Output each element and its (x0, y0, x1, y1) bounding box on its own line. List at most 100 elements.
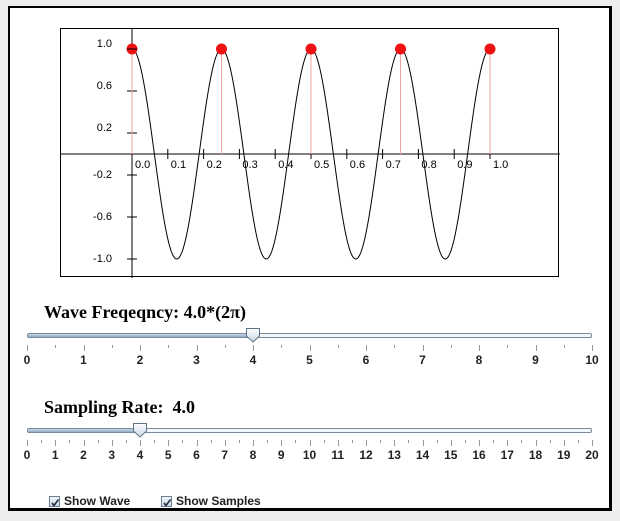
slider-tick-label: 14 (415, 448, 430, 462)
minor-tick (168, 345, 169, 348)
sampling-rate-label: Sampling Rate: 4.0 (44, 397, 196, 417)
wave-plot: 1.0 0.6 0.2 -0.2 -0.6 -1.0 0.0 0.1 0.2 0.3 0.4 0.5 0… (60, 28, 560, 278)
major-tick (253, 345, 254, 351)
minor-tick (182, 440, 183, 443)
slider-tick-label: 3 (193, 353, 200, 367)
major-tick (140, 345, 141, 351)
major-tick (536, 440, 537, 446)
major-tick (197, 440, 198, 446)
x-tick-label: 0.9 (457, 159, 472, 171)
slider-track[interactable] (27, 428, 592, 433)
major-tick (507, 440, 508, 446)
major-tick (366, 345, 367, 351)
minor-tick (239, 440, 240, 443)
slider-tick-label: 0 (23, 353, 31, 367)
minor-tick (578, 440, 579, 443)
major-tick (479, 345, 480, 351)
slider-tick-label: 9 (277, 448, 285, 462)
major-tick (423, 345, 424, 351)
major-tick (27, 345, 28, 351)
minor-tick (493, 440, 494, 443)
major-tick (55, 440, 56, 446)
slider-tick-label: 2 (80, 448, 87, 462)
major-tick (168, 440, 169, 446)
minor-tick (380, 440, 381, 443)
slider-tick-label: 12 (359, 448, 373, 462)
slider-tick-label: 20 (585, 448, 599, 462)
slider-tick-label: 16 (472, 448, 486, 462)
show-wave-checkbox[interactable]: Show Wave (49, 494, 130, 508)
minor-tick (352, 440, 353, 443)
major-tick (310, 345, 311, 351)
minor-tick (451, 345, 452, 348)
major-tick (564, 440, 565, 446)
major-tick (27, 440, 28, 446)
sample-point (484, 43, 496, 55)
y-tick-label: -0.6 (93, 211, 112, 223)
sample-point (216, 43, 227, 55)
major-tick (423, 440, 424, 446)
major-tick (112, 440, 113, 446)
show-wave-label: Show Wave (64, 494, 131, 508)
y-tick-label: 1.0 (97, 38, 112, 50)
minor-tick (126, 440, 127, 443)
major-tick (84, 345, 85, 351)
slider-tick-label: 13 (387, 448, 401, 462)
slider-tick-label: 4 (136, 448, 144, 462)
major-tick (451, 440, 452, 446)
major-tick (253, 440, 254, 446)
show-samples-checkbox[interactable]: Show Samples (161, 494, 261, 508)
slider-tick-label: 10 (585, 353, 599, 367)
minor-tick (112, 345, 113, 348)
slider-tick-label: 9 (532, 353, 539, 367)
minor-tick (465, 440, 466, 443)
sample-point (305, 43, 317, 55)
minor-tick (394, 345, 395, 348)
y-tick-label: -1.0 (93, 253, 112, 265)
y-tick-label: 0.2 (97, 122, 112, 134)
checkbox-checked-icon[interactable] (161, 495, 172, 507)
y-tick-label: 0.6 (97, 80, 112, 92)
minor-tick (211, 440, 212, 443)
x-tick-label: 0.2 (207, 159, 222, 171)
major-tick (84, 440, 85, 446)
x-tick-label: 0.0 (135, 159, 150, 171)
slider-tick-label: 18 (528, 448, 543, 462)
slider-track-fill (28, 429, 141, 432)
x-tick-label: 0.6 (350, 159, 365, 171)
minor-tick (338, 345, 339, 348)
slider-tick-label: 7 (419, 353, 426, 367)
slider-tick-label: 19 (557, 448, 571, 462)
minor-tick (55, 345, 56, 348)
sample-point (395, 43, 406, 55)
slider-tick-label: 17 (500, 448, 514, 462)
slider-tick-label: 5 (164, 448, 172, 462)
major-tick (479, 440, 480, 446)
checkbox-checked-icon[interactable] (49, 495, 60, 507)
slider-tick-label: 0 (23, 448, 31, 462)
major-tick (592, 440, 593, 446)
minor-tick (267, 440, 268, 443)
major-tick (225, 440, 226, 446)
minor-tick (437, 440, 438, 443)
minor-tick (41, 440, 42, 443)
slider-tick-label: 2 (136, 353, 144, 367)
slider-tick-label: 8 (475, 353, 483, 367)
x-tick-label: 0.7 (386, 159, 401, 171)
slider-thumb[interactable] (245, 327, 261, 343)
x-tick-label: 1.0 (493, 159, 508, 171)
major-tick (366, 440, 367, 446)
slider-thumb[interactable] (132, 422, 148, 438)
slider-tick-label: 6 (362, 353, 370, 367)
minor-tick (507, 345, 508, 348)
major-tick (310, 440, 311, 446)
slider-track[interactable] (27, 333, 592, 338)
minor-tick (521, 440, 522, 443)
slider-tick-label: 11 (331, 448, 345, 462)
major-tick (394, 440, 395, 446)
major-tick (536, 345, 537, 351)
y-tick-label: -0.2 (93, 169, 112, 181)
slider-tick-label: 8 (249, 448, 257, 462)
slider-tick-label: 10 (302, 448, 317, 462)
major-tick (338, 440, 339, 446)
